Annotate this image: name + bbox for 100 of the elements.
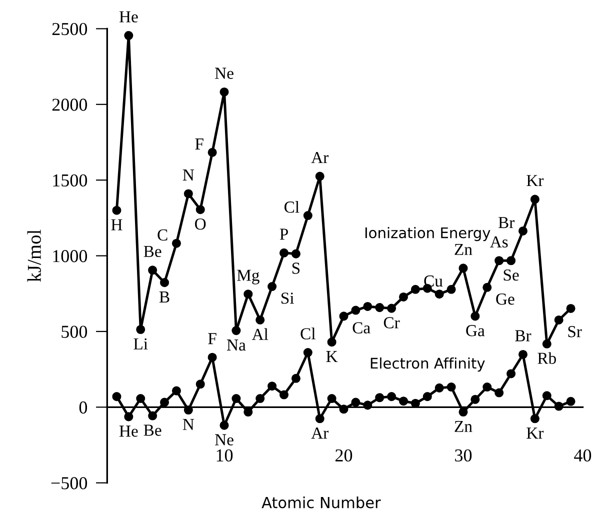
- point: [363, 302, 372, 312]
- point: [530, 194, 540, 204]
- point: [351, 306, 360, 315]
- annotation: Cr: [384, 317, 400, 328]
- point: [303, 348, 312, 358]
- annotation: Mg: [237, 270, 260, 284]
- x-tick-label: 10: [216, 449, 233, 462]
- point: [279, 248, 289, 258]
- annotation: Be: [144, 246, 162, 258]
- y-tick-label: 2500: [52, 22, 88, 36]
- annotation: N: [182, 170, 194, 180]
- annotation: Rb: [538, 352, 556, 364]
- annotation: Li: [134, 338, 148, 350]
- point: [375, 303, 384, 312]
- point: [542, 391, 552, 400]
- point: [220, 420, 229, 430]
- y-tick-label: −500: [51, 477, 88, 490]
- point: [422, 392, 432, 402]
- point: [458, 407, 468, 417]
- annotation: As: [490, 236, 508, 248]
- point: [244, 290, 253, 299]
- point: [208, 352, 217, 362]
- point: [375, 393, 384, 402]
- point: [470, 394, 480, 404]
- point: [470, 312, 480, 321]
- annotation: Ga: [466, 325, 485, 336]
- point: [446, 284, 456, 294]
- annotation: Kr: [526, 175, 544, 186]
- annotation: Be: [144, 424, 162, 436]
- annotation: Al: [252, 328, 268, 340]
- point: [566, 396, 576, 406]
- point: [518, 226, 528, 236]
- point: [124, 31, 134, 40]
- x-tick-label: 20: [336, 449, 352, 462]
- annotation: Zn: [454, 420, 472, 432]
- annotation: Cl: [300, 328, 316, 340]
- point: [351, 398, 360, 407]
- annotation: O: [195, 218, 206, 230]
- annotation: Br: [498, 217, 515, 228]
- point: [494, 388, 504, 398]
- point: [148, 411, 158, 420]
- point: [327, 394, 336, 404]
- point: [482, 282, 492, 292]
- point: [518, 350, 528, 359]
- annotation: Zn: [454, 244, 472, 255]
- y-axis-title: kJ/mol: [27, 230, 41, 282]
- point: [160, 398, 170, 407]
- point: [506, 256, 516, 266]
- series-label: Electron Affinity: [370, 357, 485, 372]
- annotation: Kr: [526, 428, 544, 439]
- point: [494, 256, 504, 266]
- point: [256, 394, 265, 404]
- point: [387, 392, 396, 402]
- point: [398, 292, 408, 302]
- point: [315, 414, 324, 424]
- annotation: S: [292, 262, 300, 274]
- point: [566, 304, 576, 313]
- annotation: Ne: [215, 434, 234, 446]
- x-tick-label: 40: [574, 449, 592, 462]
- point: [315, 172, 324, 181]
- point: [542, 339, 552, 348]
- point: [554, 315, 564, 324]
- point: [172, 386, 181, 396]
- point: [244, 407, 253, 417]
- x-axis-title: Atomic Number: [262, 496, 381, 508]
- point: [148, 266, 158, 275]
- y-tick-label: 1000: [53, 250, 88, 262]
- point: [410, 284, 420, 294]
- y-tick-label: 2000: [52, 98, 88, 111]
- point: [458, 264, 468, 273]
- annotation: H: [111, 219, 122, 230]
- point: [256, 315, 265, 324]
- point: [387, 304, 396, 313]
- annotation: Ge: [496, 294, 514, 305]
- annotation: P: [280, 228, 288, 240]
- annotation: N: [182, 419, 194, 430]
- point: [268, 382, 277, 391]
- annotation: Cl: [284, 201, 300, 213]
- point: [291, 249, 300, 258]
- point: [398, 396, 408, 406]
- annotation: Na: [226, 340, 246, 351]
- annotation: Ca: [352, 322, 370, 334]
- annotation: He: [119, 11, 138, 22]
- point: [327, 338, 336, 347]
- annotation: B: [159, 292, 170, 303]
- point: [172, 238, 181, 248]
- annotation: K: [326, 351, 338, 362]
- point: [124, 412, 134, 422]
- series-label: Ionization Energy: [365, 226, 490, 242]
- annotation: Ar: [311, 152, 328, 164]
- annotation: F: [208, 333, 216, 344]
- point: [112, 392, 122, 402]
- y-tick-label: 0: [79, 401, 88, 414]
- point: [446, 382, 456, 392]
- x-tick-label: 30: [455, 449, 472, 462]
- annotation: Sr: [568, 326, 582, 338]
- annotation: Br: [515, 330, 532, 342]
- point: [530, 414, 540, 424]
- point: [303, 211, 312, 220]
- annotation: Si: [282, 292, 294, 304]
